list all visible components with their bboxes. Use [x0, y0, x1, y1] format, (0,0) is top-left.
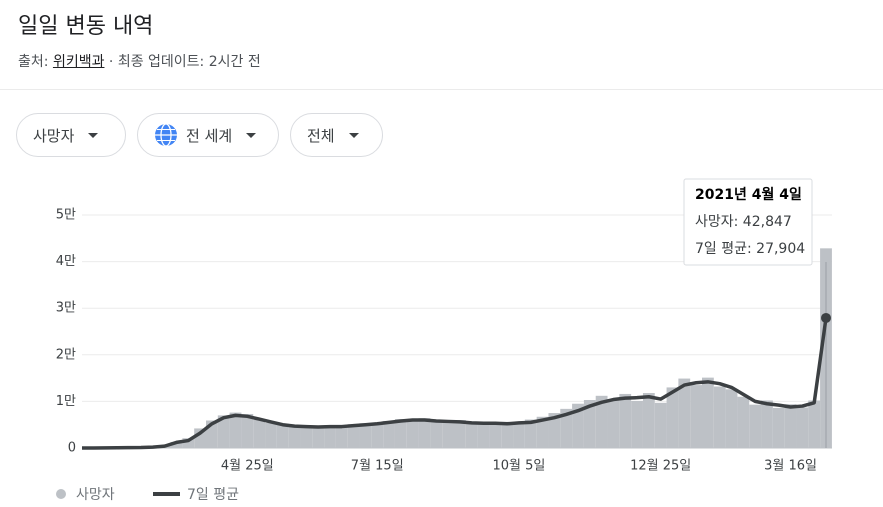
bar	[324, 425, 336, 448]
bar	[772, 407, 785, 448]
updated: · 최종 업데이트: 2시간 전	[108, 54, 261, 70]
bar	[265, 422, 277, 448]
bar	[418, 418, 431, 448]
y-tick-label: 4만	[56, 254, 76, 269]
filter-pill[interactable]: 전체	[290, 113, 383, 157]
bar	[513, 423, 525, 448]
bar	[300, 426, 313, 448]
bar	[241, 413, 254, 448]
bar	[454, 420, 466, 448]
bar	[808, 400, 821, 448]
y-tick-label: 2만	[56, 347, 76, 362]
filter-pill[interactable]: 전 세계	[137, 113, 279, 157]
filter-label: 전 세계	[186, 126, 233, 145]
bar	[217, 415, 230, 448]
y-tick-label: 3만	[56, 301, 76, 316]
bar	[784, 404, 797, 448]
bar	[631, 400, 643, 448]
source-prefix: 출처:	[18, 54, 49, 70]
x-tick-label: 4월 25일	[221, 459, 274, 474]
x-tick-label: 10월 5일	[493, 459, 546, 474]
bar	[465, 423, 478, 448]
bar	[607, 399, 620, 448]
bar	[359, 423, 372, 448]
filter-pill[interactable]: 사망자	[16, 113, 126, 157]
bar	[477, 422, 490, 448]
bar	[312, 427, 325, 448]
bar	[406, 420, 419, 448]
bar	[501, 421, 514, 448]
bar	[583, 400, 596, 448]
bar	[666, 387, 679, 448]
tooltip-title: 2021년 4월 4일	[695, 186, 802, 203]
bar	[182, 438, 195, 448]
bar	[761, 400, 773, 448]
legend-label: 사망자	[76, 487, 115, 503]
bar	[572, 403, 584, 448]
tooltip-row: 7일 평균: 27,904	[695, 241, 805, 257]
bar	[654, 402, 667, 448]
bar	[725, 389, 738, 448]
x-tick-label: 12월 25일	[630, 459, 691, 474]
tooltip-row: 사망자: 42,847	[695, 214, 792, 230]
bar	[524, 419, 537, 448]
tooltip-box	[683, 178, 813, 266]
bar	[206, 420, 218, 448]
bar	[690, 385, 702, 448]
bar	[229, 412, 242, 448]
caret	[246, 132, 257, 138]
x-tick-label: 7월 15일	[351, 459, 404, 474]
bar	[335, 427, 348, 448]
caret	[88, 132, 99, 138]
globe-icon	[155, 123, 177, 147]
bar	[642, 393, 655, 448]
bar	[253, 419, 266, 448]
bar	[347, 424, 360, 448]
y-tick-label: 0	[68, 441, 76, 456]
filter-label: 전체	[307, 126, 335, 145]
chart: 0 1만 2만 3만 4만 5만 4월 25일 7월 15일 10월 5일 12월 25일 3월 1…	[56, 178, 832, 503]
x-tick-label: 3월 16일	[764, 459, 817, 474]
caret	[348, 132, 359, 138]
bar	[560, 408, 573, 448]
source: 출처: 위키백과 · 최종 업데이트: 2시간 전	[18, 51, 261, 71]
bar	[796, 407, 809, 448]
y-tick-label: 5만	[56, 208, 76, 223]
bar	[170, 441, 183, 448]
divider	[0, 89, 883, 90]
bar	[442, 421, 454, 448]
avg-line	[81, 317, 828, 450]
bar	[713, 386, 726, 448]
legend-label: 7일 평균	[187, 487, 239, 503]
bar	[737, 396, 750, 448]
bar	[595, 395, 608, 448]
bar	[371, 424, 384, 448]
bar	[489, 424, 502, 448]
bar	[619, 393, 632, 448]
bar	[276, 423, 289, 448]
legend-swatch	[56, 489, 66, 499]
y-tick-label: 1만	[56, 394, 76, 409]
source-link[interactable]: 위키백과	[52, 54, 105, 70]
bar	[383, 420, 395, 448]
bar	[288, 425, 301, 448]
bar	[430, 421, 443, 448]
bar	[394, 419, 407, 448]
bar	[548, 413, 561, 448]
bar	[194, 428, 206, 448]
bar	[702, 377, 714, 448]
bar	[749, 404, 762, 448]
hover-point	[821, 312, 831, 323]
title: 일일 변동 내역	[18, 14, 154, 39]
filter-label: 사망자	[33, 126, 75, 145]
bar	[678, 378, 691, 448]
bar	[536, 416, 549, 448]
